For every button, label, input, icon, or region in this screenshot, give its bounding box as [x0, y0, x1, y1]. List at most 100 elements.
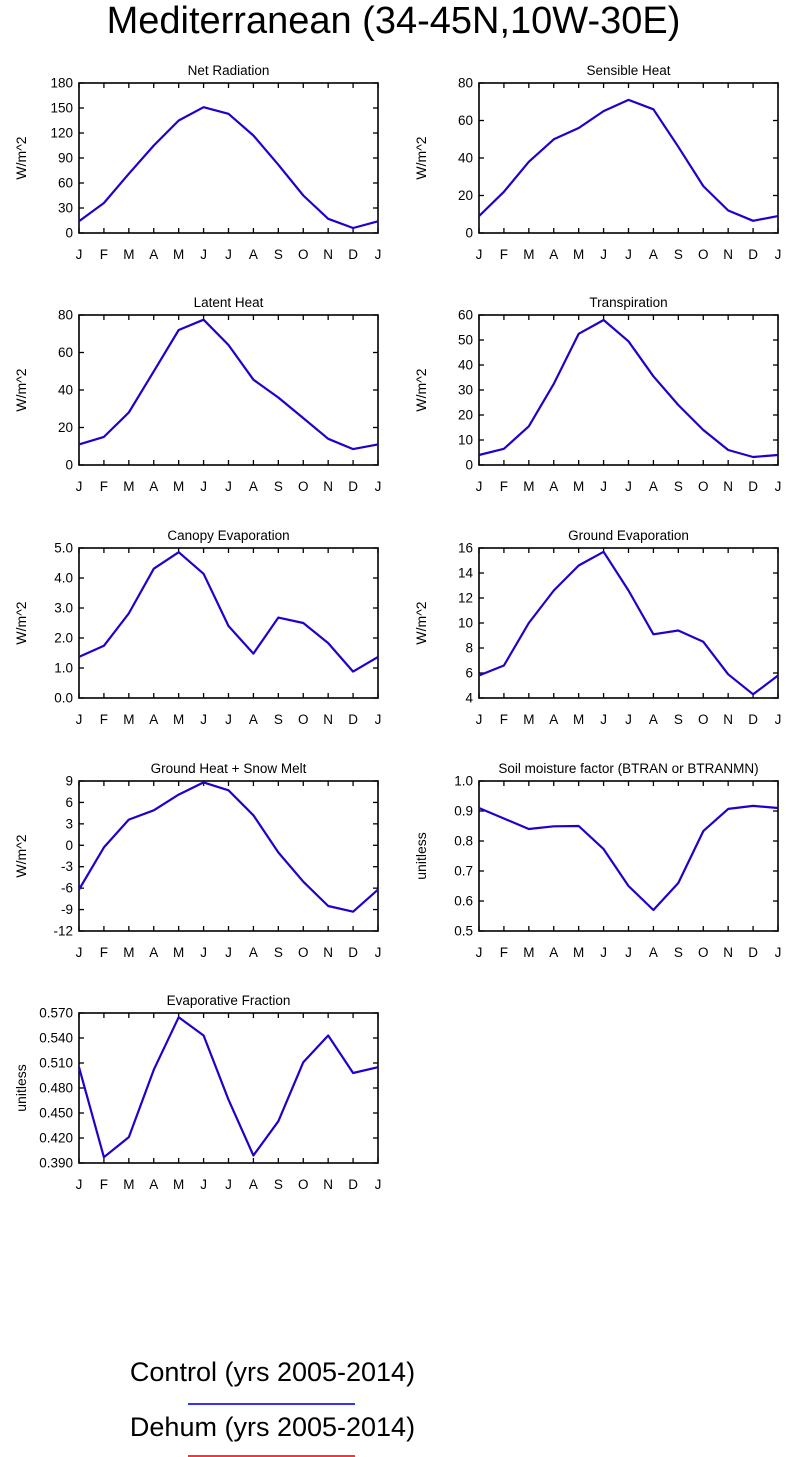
chart-title: Soil moisture factor (BTRAN or BTRANMN)	[498, 761, 758, 776]
y-axis-label: W/m^2	[13, 834, 29, 877]
y-tick-label: 30	[458, 383, 473, 398]
x-tick-label: J	[600, 945, 607, 960]
y-tick-label: 0.9	[454, 804, 473, 819]
x-tick-label: M	[173, 712, 184, 727]
y-tick-label: 0.7	[454, 864, 473, 879]
x-tick-label: J	[375, 945, 382, 960]
x-tick-label: M	[173, 479, 184, 494]
series-line-control	[479, 320, 778, 457]
y-tick-label: 0.480	[39, 1081, 73, 1096]
x-tick-label: F	[100, 945, 108, 960]
x-tick-label: J	[76, 247, 83, 262]
plot-frame	[479, 781, 778, 931]
y-tick-label: -6	[61, 881, 73, 896]
x-tick-label: O	[698, 945, 709, 960]
y-tick-label: 150	[50, 101, 73, 116]
x-tick-label: S	[274, 712, 283, 727]
plot-frame	[79, 781, 378, 931]
x-tick-label: D	[748, 712, 758, 727]
y-tick-label: 180	[50, 76, 73, 91]
x-tick-label: J	[200, 479, 207, 494]
x-tick-label: M	[573, 247, 584, 262]
x-tick-label: M	[173, 247, 184, 262]
y-tick-label: 0.5	[454, 924, 473, 939]
x-tick-label: A	[549, 247, 558, 262]
y-axis-label: W/m^2	[413, 601, 429, 644]
series-line-control	[79, 1017, 378, 1157]
x-tick-label: A	[149, 479, 158, 494]
x-tick-label: S	[674, 945, 683, 960]
x-tick-label: J	[375, 1177, 382, 1192]
y-axis-label: W/m^2	[413, 136, 429, 179]
x-tick-label: M	[573, 945, 584, 960]
y-tick-label: 8	[465, 641, 473, 656]
x-tick-label: A	[249, 712, 258, 727]
chart-title: Sensible Heat	[586, 63, 670, 78]
series-line-control	[479, 100, 778, 221]
x-tick-label: M	[523, 945, 534, 960]
y-tick-label: 1.0	[54, 661, 73, 676]
legend-control-label: Control (yrs 2005-2014)	[0, 1357, 545, 1388]
x-tick-label: J	[625, 247, 632, 262]
x-tick-label: M	[573, 479, 584, 494]
x-tick-label: J	[775, 479, 782, 494]
y-tick-label: 0.390	[39, 1156, 73, 1171]
y-tick-label: -3	[61, 859, 73, 874]
x-tick-label: N	[323, 945, 333, 960]
y-tick-label: 40	[458, 151, 473, 166]
x-tick-label: J	[76, 712, 83, 727]
plot-frame	[479, 315, 778, 465]
x-tick-label: J	[225, 1177, 232, 1192]
x-tick-label: J	[225, 479, 232, 494]
y-tick-label: 60	[58, 345, 73, 360]
x-tick-label: F	[100, 479, 108, 494]
chart-title: Latent Heat	[194, 295, 264, 310]
plot-frame	[479, 548, 778, 698]
y-tick-label: 6	[65, 795, 73, 810]
series-line-control	[79, 107, 378, 228]
chart-ground-heat-snow-melt: Ground Heat + Snow MeltW/m^2-12-9-6-3036…	[13, 761, 381, 960]
y-tick-label: 80	[58, 308, 73, 323]
x-tick-label: J	[200, 712, 207, 727]
y-tick-label: 80	[458, 76, 473, 91]
x-tick-label: J	[76, 1177, 83, 1192]
x-tick-label: J	[200, 247, 207, 262]
x-tick-label: O	[298, 1177, 309, 1192]
chart-title: Ground Heat + Snow Melt	[151, 761, 307, 776]
chart-title: Transpiration	[589, 295, 667, 310]
y-tick-label: 10	[458, 433, 473, 448]
y-tick-label: 12	[458, 591, 473, 606]
x-tick-label: N	[723, 479, 733, 494]
x-tick-label: O	[298, 945, 309, 960]
x-tick-label: A	[649, 247, 658, 262]
x-tick-label: A	[149, 945, 158, 960]
y-tick-label: 60	[58, 176, 73, 191]
x-tick-label: J	[225, 712, 232, 727]
x-tick-label: M	[523, 247, 534, 262]
y-tick-label: 0.570	[39, 1006, 73, 1021]
y-tick-label: 0	[465, 458, 473, 473]
chart-canopy-evaporation: Canopy EvaporationW/m^20.01.02.03.04.05.…	[13, 528, 381, 727]
x-tick-label: S	[674, 247, 683, 262]
x-tick-label: D	[348, 247, 358, 262]
x-tick-label: O	[298, 712, 309, 727]
y-tick-label: 40	[58, 383, 73, 398]
x-tick-label: A	[549, 479, 558, 494]
y-tick-label: 60	[458, 113, 473, 128]
x-tick-label: J	[600, 712, 607, 727]
x-tick-label: J	[476, 945, 483, 960]
x-tick-label: S	[274, 945, 283, 960]
x-tick-label: A	[149, 247, 158, 262]
x-tick-label: S	[674, 712, 683, 727]
x-tick-label: M	[123, 712, 134, 727]
x-tick-label: D	[348, 479, 358, 494]
x-tick-label: N	[323, 479, 333, 494]
x-tick-label: D	[348, 1177, 358, 1192]
x-tick-label: D	[348, 945, 358, 960]
y-tick-label: 0	[465, 226, 473, 241]
y-tick-label: 3.0	[54, 601, 73, 616]
